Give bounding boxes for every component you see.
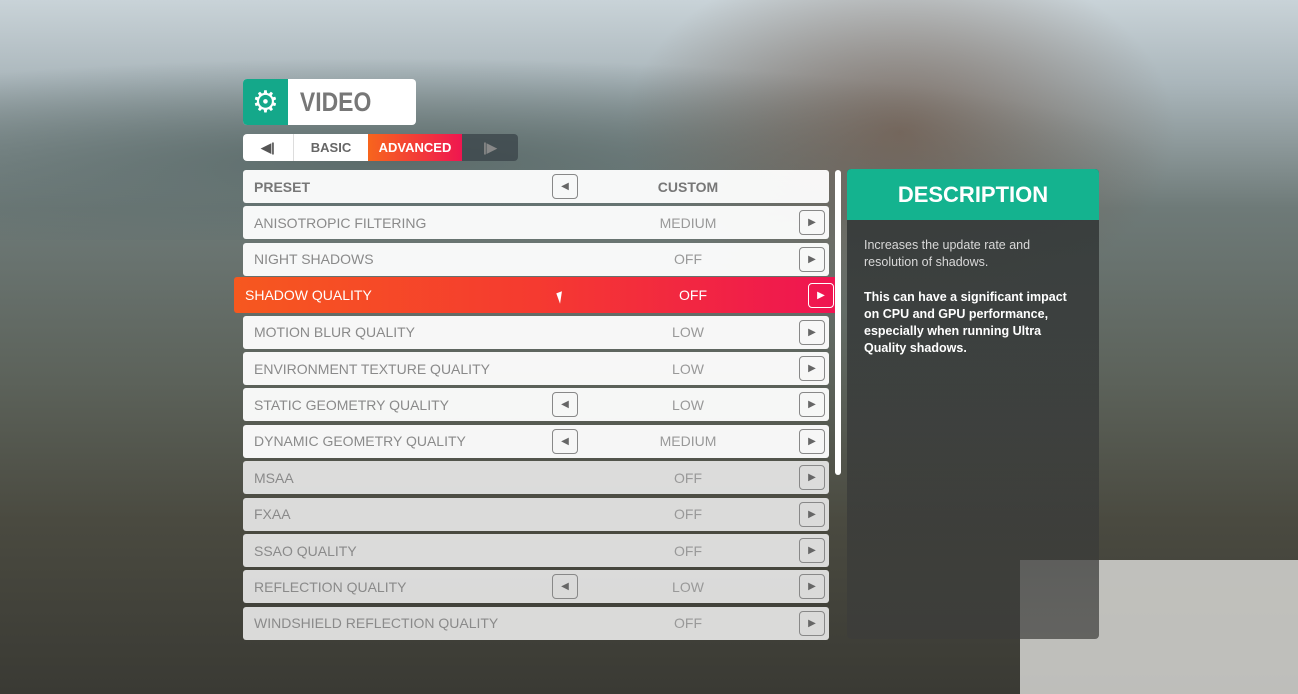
setting-row[interactable]: REFLECTION QUALITY ◀ LOW ▶ xyxy=(243,570,829,604)
setting-label: SSAO QUALITY xyxy=(254,542,357,559)
page-title-text: VIDEO xyxy=(299,87,372,117)
setting-value: LOW xyxy=(672,578,704,595)
arrow-right-icon[interactable]: ▶ xyxy=(808,282,834,308)
arrow-right-icon[interactable]: ▶ xyxy=(799,610,825,636)
setting-value: OFF xyxy=(674,251,702,268)
setting-label: NIGHT SHADOWS xyxy=(254,251,374,268)
setting-value: OFF xyxy=(679,287,707,303)
setting-row[interactable]: DYNAMIC GEOMETRY QUALITY ◀ MEDIUM ▶ xyxy=(243,424,829,458)
page-title: ⚙ VIDEO xyxy=(243,79,416,125)
setting-row[interactable]: NIGHT SHADOWS OFF ▶ xyxy=(243,242,829,276)
arrow-right-icon[interactable]: ▶ xyxy=(799,210,825,236)
setting-row[interactable]: STATIC GEOMETRY QUALITY ◀ LOW ▶ xyxy=(243,388,829,422)
gear-icon: ⚙ xyxy=(243,79,288,125)
setting-label: PRESET xyxy=(254,178,311,195)
setting-value: LOW xyxy=(672,396,704,413)
arrow-left-icon[interactable]: ◀ xyxy=(552,428,578,454)
next-tab-button[interactable]: |▶ xyxy=(462,134,518,161)
arrow-left-icon[interactable]: ◀ xyxy=(552,174,578,199)
arrow-right-icon[interactable]: ▶ xyxy=(799,574,825,600)
setting-value: MEDIUM xyxy=(659,214,717,231)
description-title: DESCRIPTION xyxy=(847,169,1099,220)
setting-row[interactable]: MOTION BLUR QUALITY LOW ▶ xyxy=(243,315,829,349)
setting-label: REFLECTION QUALITY xyxy=(254,578,407,595)
setting-label: ANISOTROPIC FILTERING xyxy=(254,214,427,231)
tab-basic[interactable]: BASIC xyxy=(293,134,368,161)
setting-label: MOTION BLUR QUALITY xyxy=(254,324,416,341)
setting-value: CUSTOM xyxy=(657,178,719,195)
setting-row[interactable]: WINDSHIELD REFLECTION QUALITY OFF ▶ xyxy=(243,606,829,640)
tab-advanced[interactable]: ADVANCED xyxy=(368,134,462,161)
setting-row[interactable]: SHADOW QUALITY OFF ▶ xyxy=(234,277,838,313)
setting-value: OFF xyxy=(674,542,702,559)
setting-value: OFF xyxy=(674,506,702,523)
arrow-right-icon[interactable]: ▶ xyxy=(799,428,825,454)
setting-label: WINDSHIELD REFLECTION QUALITY xyxy=(254,615,499,632)
prev-tab-button[interactable]: ◀| xyxy=(243,134,293,161)
setting-label: ENVIRONMENT TEXTURE QUALITY xyxy=(254,360,490,377)
setting-label: STATIC GEOMETRY QUALITY xyxy=(254,396,449,413)
arrow-right-icon[interactable]: ▶ xyxy=(799,356,825,381)
scrollbar[interactable] xyxy=(835,170,841,475)
setting-label: MSAA xyxy=(254,469,294,486)
arrow-left-icon[interactable]: ◀ xyxy=(552,574,578,600)
setting-row[interactable]: ANISOTROPIC FILTERING MEDIUM ▶ xyxy=(243,206,829,240)
setting-value: LOW xyxy=(672,324,704,341)
setting-label: SHADOW QUALITY xyxy=(245,287,372,303)
arrow-right-icon[interactable]: ▶ xyxy=(799,319,825,345)
description-warning: This can have a significant impact on CP… xyxy=(864,290,1067,355)
description-panel: DESCRIPTION Increases the update rate an… xyxy=(847,169,1099,639)
setting-value: OFF xyxy=(674,615,702,632)
setting-row[interactable]: ENVIRONMENT TEXTURE QUALITY LOW ▶ xyxy=(243,352,829,385)
setting-value: MEDIUM xyxy=(659,433,717,450)
setting-label: FXAA xyxy=(254,506,291,523)
arrow-left-icon[interactable]: ◀ xyxy=(552,392,578,418)
arrow-right-icon[interactable]: ▶ xyxy=(799,392,825,418)
description-text: Increases the update rate and resolution… xyxy=(864,238,1031,269)
setting-value: OFF xyxy=(674,469,702,486)
setting-value: LOW xyxy=(672,360,704,377)
arrow-right-icon[interactable]: ▶ xyxy=(799,501,825,527)
arrow-right-icon[interactable]: ▶ xyxy=(799,538,825,563)
setting-row[interactable]: MSAA OFF ▶ xyxy=(243,461,829,495)
setting-label: DYNAMIC GEOMETRY QUALITY xyxy=(254,433,466,450)
arrow-right-icon[interactable]: ▶ xyxy=(799,246,825,272)
tab-bar: ◀| BASIC ADVANCED |▶ xyxy=(243,134,518,161)
arrow-right-icon[interactable]: ▶ xyxy=(799,465,825,491)
setting-row[interactable]: PRESET ◀ CUSTOM xyxy=(243,170,829,203)
setting-row[interactable]: SSAO QUALITY OFF ▶ xyxy=(243,534,829,567)
setting-row[interactable]: FXAA OFF ▶ xyxy=(243,497,829,531)
